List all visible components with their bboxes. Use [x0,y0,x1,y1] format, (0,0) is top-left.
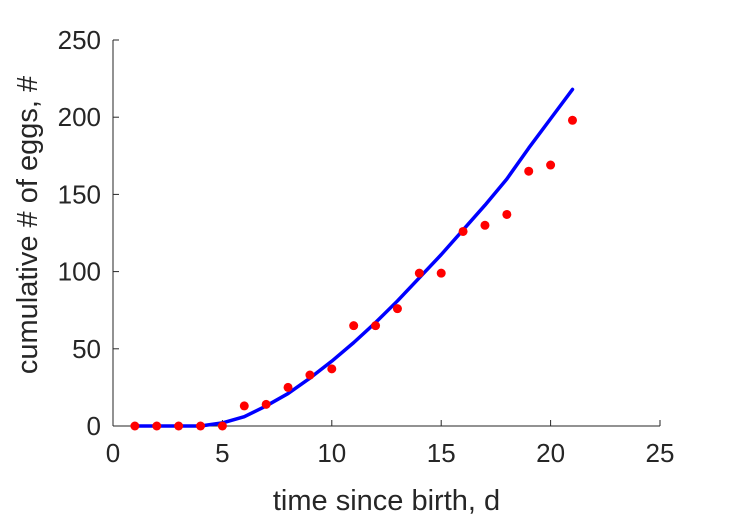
y-tick-label: 50 [72,334,101,364]
data-point [305,370,315,380]
data-point [130,421,140,431]
fit-curve-line [133,87,575,428]
data-point [524,166,534,176]
plot-area [130,87,577,431]
x-tick-label: 25 [646,438,675,468]
y-tick-label: 200 [58,102,101,132]
data-point [327,364,337,374]
data-point [283,382,293,392]
y-axis-label: cumulative # of eggs, # [12,76,44,374]
x-axis-label: time since birth, d [273,485,500,517]
x-axis-ticks: 0 5 10 15 20 25 [106,420,675,468]
data-point [349,321,359,331]
x-tick-label: 0 [106,438,120,468]
data-point [371,321,381,331]
data-point [502,209,512,219]
y-axis-ticks: 0 50 100 150 200 250 [58,25,119,441]
axes: 0 5 10 15 20 25 0 50 100 150 200 250 [58,25,675,468]
data-point [436,268,446,278]
x-tick-label: 5 [215,438,229,468]
data-point [458,226,468,236]
data-point [196,421,206,431]
y-tick-label: 100 [58,257,101,287]
y-tick-label: 0 [87,411,101,441]
data-point [174,421,184,431]
x-tick-label: 15 [427,438,456,468]
data-point [480,220,490,230]
data-point [392,304,402,314]
data-point [152,421,162,431]
data-point [414,268,424,278]
y-tick-label: 150 [58,179,101,209]
data-point [217,421,227,431]
data-point [546,160,556,170]
data-point [261,399,271,409]
data-point [239,401,249,411]
x-tick-label: 10 [317,438,346,468]
x-tick-label: 20 [536,438,565,468]
y-tick-label: 250 [58,25,101,55]
data-point [567,115,577,125]
